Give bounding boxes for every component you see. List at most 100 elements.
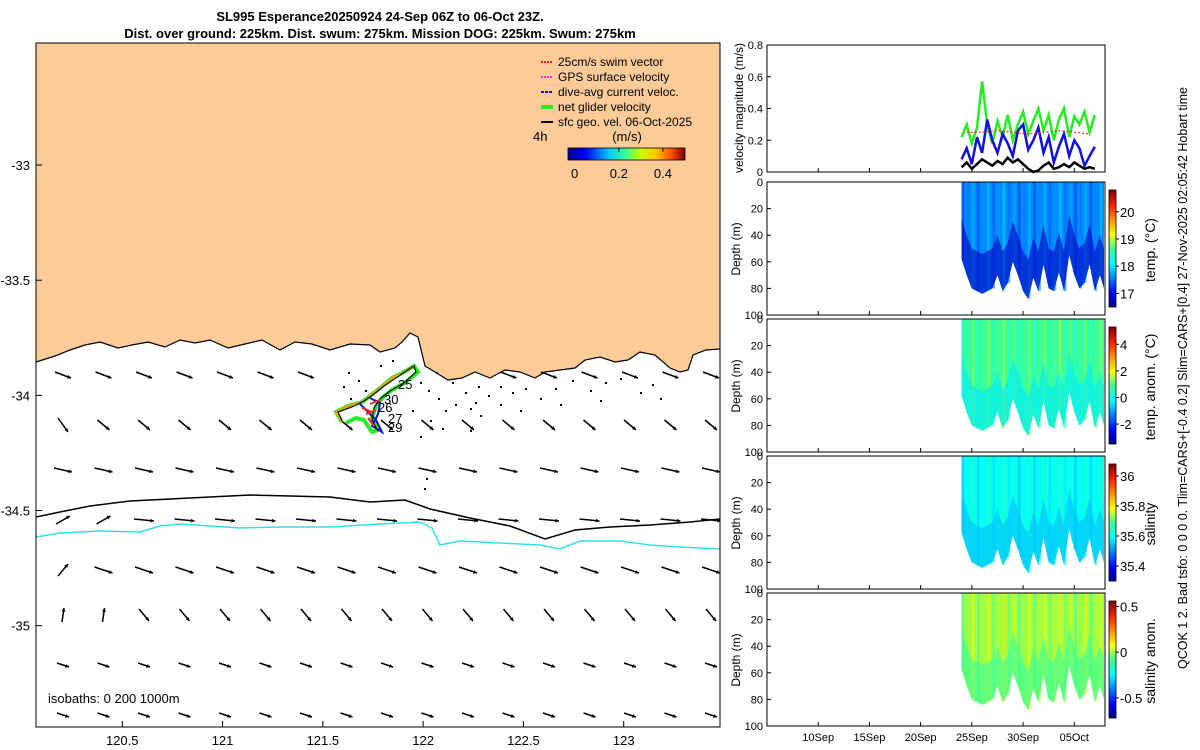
velocity-panel: 0 0.2 0.4 0.6 0.8 velocity magnitude (m/s) <box>732 40 1106 179</box>
map-legend: 25cm/s swim vector GPS surface velocity … <box>533 55 692 181</box>
section-profile-strip <box>1069 456 1072 530</box>
current-arrow-head <box>308 426 312 430</box>
isobath-legend-label: isobaths: 0 200 1000m <box>48 691 180 706</box>
section-profile-strip <box>1099 182 1102 276</box>
section-profile-strip <box>1007 456 1011 558</box>
section-colorbar-tick-label: 20 <box>1120 205 1134 220</box>
legend-label-dive-avg: dive-avg current veloc. <box>558 85 679 99</box>
section-profile-strip <box>1048 593 1052 700</box>
map-colorbar-ticks: 0 0.2 0.4 <box>571 148 672 181</box>
island-dot <box>475 402 477 404</box>
section-profile-strip <box>1007 593 1011 695</box>
current-arrow-head <box>715 374 719 379</box>
section-frame <box>766 318 1106 453</box>
section-profile-strip <box>1064 593 1067 703</box>
section-y-tick-label: 60 <box>751 668 763 680</box>
temperature-y-label: Depth (m) <box>729 222 743 275</box>
current-arrow-head <box>429 664 434 668</box>
section-profile-strip <box>1079 182 1082 289</box>
section-profile-strip <box>1064 319 1067 429</box>
time-tick-label: 20Sep <box>905 732 937 744</box>
section-profile-strip <box>1028 593 1031 711</box>
current-arrow-head <box>347 617 352 621</box>
map-x-tick-label: 120.5 <box>106 733 139 748</box>
velocity-y-axis: 0 0.2 0.4 0.6 0.8 <box>748 40 771 179</box>
section-profile-strip <box>982 182 985 294</box>
section-y-tick-label: 20 <box>751 615 763 627</box>
section-profile-strip <box>1099 593 1102 687</box>
day-label-25: 25 <box>398 377 412 392</box>
section-profile-strip <box>1084 456 1088 558</box>
section-profile-strip <box>1089 593 1093 676</box>
current-arrow-head <box>674 374 679 379</box>
map-colorbar <box>567 147 686 161</box>
section-colorbar <box>1108 600 1117 719</box>
section-colorbar-tick-label: 19 <box>1120 232 1134 247</box>
current-arrow-head <box>105 664 110 668</box>
current-arrow-head <box>591 426 596 430</box>
section-profile-strip <box>1094 319 1098 429</box>
current-arrow-head <box>312 518 316 523</box>
section-y-tick-label: 20 <box>751 478 763 490</box>
section-profile-strip <box>961 182 965 260</box>
island-dot <box>442 428 444 430</box>
current-arrow-head <box>348 664 353 668</box>
island-dot <box>640 392 642 394</box>
velocity-plot-area <box>766 44 1106 173</box>
velocity-y-label: velocity magnitude (m/s) <box>732 43 746 173</box>
current-arrow-head <box>554 469 558 474</box>
current-arrow-head <box>269 374 274 379</box>
day-label-26: 26 <box>378 400 392 415</box>
section-y-tick-label: 20 <box>751 204 763 216</box>
section-profile-strip <box>1002 456 1006 566</box>
current-arrow-head <box>675 469 680 474</box>
temperature-anomaly-section-plot: 0 20 40 60 80 100 -2 0 2 4 <box>745 314 1132 459</box>
current-arrow-head <box>389 426 393 430</box>
velocity-y-tick-label: 0 <box>757 167 763 179</box>
section-profile-strip <box>1099 319 1102 413</box>
section-colorbar-tick-label: 18 <box>1120 259 1134 274</box>
section-y-tick-label: 60 <box>751 531 763 543</box>
section-profile-strip <box>971 182 975 289</box>
map-y-tick-label: -35 <box>11 619 30 634</box>
section-profile-strip <box>1069 593 1072 667</box>
current-arrow-head <box>230 570 234 574</box>
land-area <box>36 43 720 380</box>
map-panel: 25 30 26 27 29 120.5 121 121.5 122 122.5 123 … <box>0 42 721 748</box>
current-arrow-head <box>65 714 69 718</box>
current-arrow-head <box>311 469 315 474</box>
figure-title-line2: Dist. over ground: 225km. Dist. swum: 27… <box>124 26 636 41</box>
current-arrow-head <box>270 469 275 474</box>
section-profile-strip <box>1023 593 1026 703</box>
island-dot <box>480 415 482 417</box>
current-arrow-head <box>717 518 720 523</box>
current-arrow-head <box>636 518 640 523</box>
section-profile-strip <box>982 456 985 568</box>
current-arrow-head <box>595 518 600 523</box>
current-arrow-head <box>429 714 434 718</box>
time-tick-label: 25Sep <box>956 732 988 744</box>
current-arrow-head <box>271 518 276 523</box>
section-profile-strip <box>1074 456 1077 550</box>
current-arrow-head <box>433 518 438 523</box>
glider-track-line <box>337 365 417 432</box>
island-dot <box>560 404 562 406</box>
section-profile-strip <box>1007 182 1011 284</box>
current-arrow-head <box>634 374 638 379</box>
island-dot <box>605 382 607 384</box>
section-profile-strip <box>1048 182 1052 289</box>
section-y-tick-label: 80 <box>751 420 763 432</box>
section-profile-strip <box>1017 319 1021 413</box>
section-profile-strip <box>1079 319 1082 426</box>
current-arrow-head <box>635 570 639 574</box>
section-y-tick-label: 60 <box>751 257 763 269</box>
day-labels: 25 30 26 27 29 <box>378 377 412 435</box>
section-frame <box>766 181 1106 316</box>
current-arrow-head <box>631 617 635 621</box>
section-profile-strip <box>1058 319 1062 410</box>
island-dot <box>465 392 467 394</box>
salinity-anomaly-y-label: Depth (m) <box>729 633 743 686</box>
current-arrow-head <box>676 518 681 523</box>
section-y-tick-label: 0 <box>757 588 763 600</box>
island-dot <box>343 386 345 388</box>
